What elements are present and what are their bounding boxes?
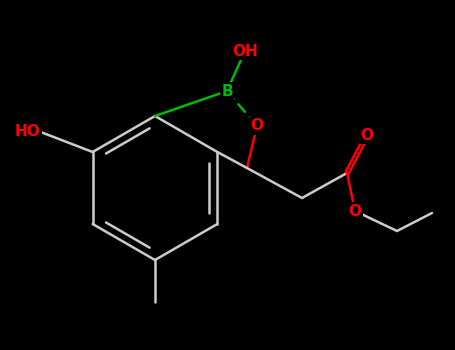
Text: OH: OH xyxy=(232,43,258,58)
Text: O: O xyxy=(360,127,374,142)
Text: HO: HO xyxy=(15,125,40,140)
Text: O: O xyxy=(251,119,263,133)
Text: O: O xyxy=(349,203,362,218)
Text: B: B xyxy=(221,84,233,98)
